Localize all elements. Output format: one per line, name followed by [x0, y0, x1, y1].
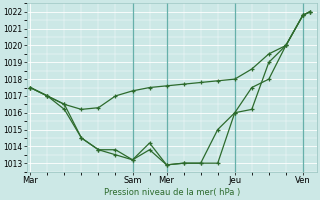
X-axis label: Pression niveau de la mer( hPa ): Pression niveau de la mer( hPa ): [104, 188, 240, 197]
